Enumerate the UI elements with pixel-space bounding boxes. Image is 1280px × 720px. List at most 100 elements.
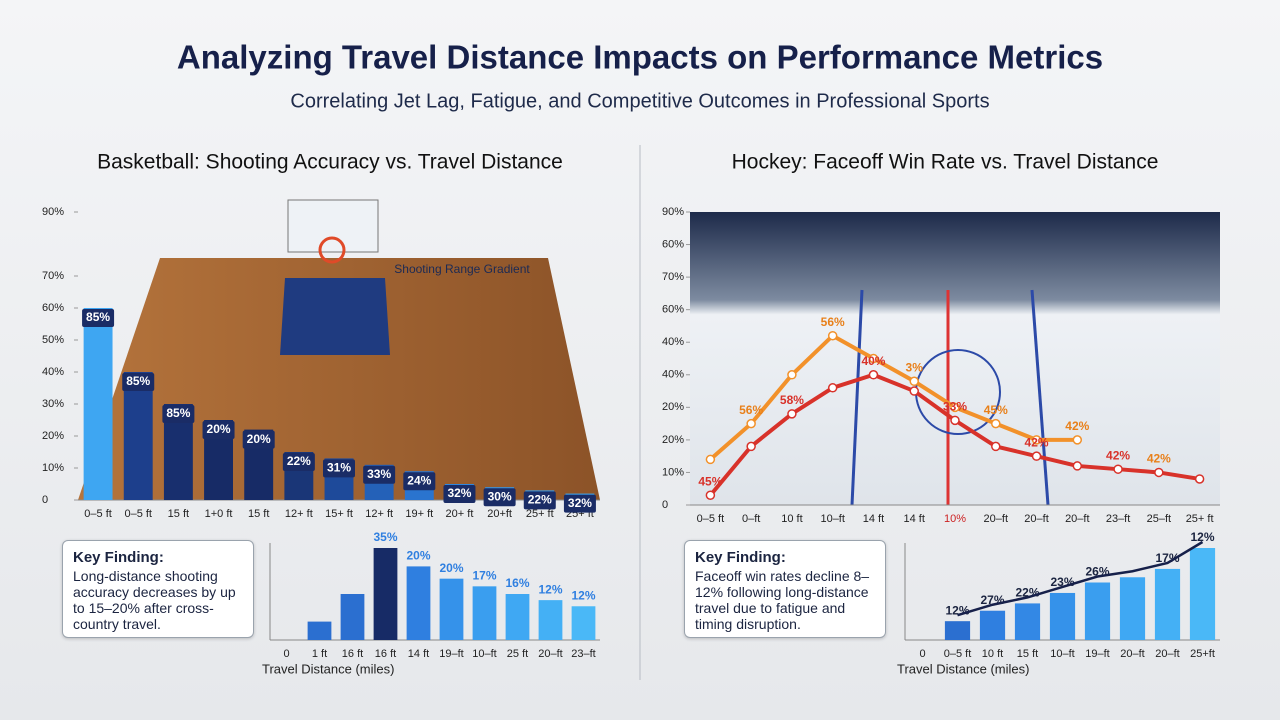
x-tick-label: 14 ft <box>863 513 884 525</box>
key-finding: Key Finding: Long-distance shooting accur… <box>62 540 254 638</box>
annotation: 42% <box>1065 419 1089 433</box>
y-tick-label: 40% <box>662 369 684 381</box>
x-tick-label: 20+ ft <box>446 508 474 520</box>
point <box>868 370 879 380</box>
x-tick-label: 14 ft <box>408 648 429 660</box>
point <box>991 418 1001 429</box>
key-finding-heading: Key Finding: <box>695 549 786 566</box>
bar <box>538 600 563 640</box>
annotation: 20% <box>439 561 463 575</box>
annotation: 35% <box>373 530 397 544</box>
page-subtitle: Correlating Jet Lag, Fatigue, and Compet… <box>290 90 989 112</box>
annotation: 16% <box>505 576 529 590</box>
x-tick-label: 0–5 ft <box>944 648 972 660</box>
x-tick-label: 1+0 ft <box>205 508 233 520</box>
bar <box>1119 577 1146 640</box>
label-box <box>483 488 516 507</box>
y-tick-label: 90% <box>662 206 684 218</box>
label-box <box>242 430 275 449</box>
annotation: 56% <box>739 403 763 417</box>
point <box>909 386 919 396</box>
trend-line <box>957 540 1204 617</box>
bar <box>571 606 596 640</box>
y-tick-label: 0 <box>42 494 48 506</box>
y-tick-label: 60% <box>662 238 684 250</box>
x-tick-label: 20–ft <box>1155 648 1179 660</box>
bar <box>439 578 464 640</box>
annotation: 85% <box>126 374 150 388</box>
annotation: 56% <box>821 315 845 329</box>
x-tick-label: 12+ ft <box>285 508 313 520</box>
point <box>787 370 797 380</box>
bar <box>1154 568 1181 640</box>
point <box>827 383 838 393</box>
label-box <box>363 465 396 484</box>
x-tick-label: 20–ft <box>984 513 1008 525</box>
label-box <box>122 373 155 391</box>
annotation: 42% <box>1106 448 1130 462</box>
key-finding-text: Faceoff win rates decline 8–12% followin… <box>695 568 870 632</box>
x-tick-label: 16 ft <box>342 648 363 660</box>
point <box>1031 435 1042 445</box>
x-tick-label: 0–5 ft <box>124 508 152 520</box>
y-tick-label: 70% <box>42 270 64 282</box>
x-tick-label: 23–ft <box>1106 513 1130 525</box>
bar <box>1084 582 1111 640</box>
x-tick-label: 10 ft <box>781 513 802 525</box>
annotation: 3% <box>906 360 924 374</box>
label-box <box>202 421 235 439</box>
key-finding-text: Long-distance shooting accuracy decrease… <box>73 568 236 632</box>
annotation: 45% <box>698 474 722 488</box>
x-tick-label: 0–5 ft <box>84 508 112 520</box>
x-tick-label: 0–ft <box>742 513 760 525</box>
point <box>950 415 960 426</box>
annotation: 20% <box>207 422 231 436</box>
bar <box>1014 603 1041 640</box>
annotation: 31% <box>327 461 351 475</box>
x-tick-label: 15 ft <box>248 508 269 520</box>
x-tick-label: 15+ ft <box>325 508 353 520</box>
x-tick-label: 10–ft <box>1050 648 1074 660</box>
y-tick-label: 0 <box>662 499 668 511</box>
point <box>991 441 1001 452</box>
key-finding: Key Finding: Faceoff win rates decline 8–… <box>684 540 886 638</box>
annotation: 40% <box>861 354 885 368</box>
x-tick-label: 20+ft <box>487 508 512 520</box>
blue-line <box>1030 289 1050 506</box>
annotation: 12% <box>1190 530 1214 544</box>
label-box <box>563 494 596 513</box>
annotation: 42% <box>1147 452 1171 466</box>
rink <box>690 212 1220 505</box>
y-tick-label: 40% <box>42 366 64 378</box>
point <box>868 353 879 364</box>
annotation: 22% <box>287 454 311 468</box>
x-tick-label: 0 <box>283 648 289 660</box>
x-tick-label: 16 ft <box>375 648 396 660</box>
annotation: 20% <box>247 432 271 446</box>
chart-title: Basketball: Shooting Accuracy vs. Travel… <box>97 151 563 174</box>
y-tick-label: 20% <box>662 401 684 413</box>
bar <box>979 610 1006 640</box>
x-tick-label: 19–ft <box>1085 648 1109 660</box>
bar <box>472 586 497 640</box>
point <box>705 454 716 465</box>
annotation: 20% <box>406 549 430 563</box>
paint <box>280 278 390 355</box>
x-tick-label: 25+ft <box>1190 648 1215 660</box>
x-axis-label: Travel Distance (miles) <box>897 661 1029 676</box>
x-axis-label: Travel Distance (miles) <box>262 661 394 676</box>
label-box <box>323 459 355 478</box>
y-tick-label: 60% <box>662 304 684 316</box>
x-tick-label: 20–ft <box>1120 648 1144 660</box>
point <box>1072 435 1083 445</box>
annotation: 85% <box>166 406 190 420</box>
x-tick-label: 20–ft <box>1065 513 1089 525</box>
bar <box>373 548 398 640</box>
annotation: 17% <box>1155 551 1179 565</box>
y-tick-label: 20% <box>42 430 64 442</box>
x-tick-label: 25 ft <box>507 648 528 660</box>
x-tick-label: 15 ft <box>1017 648 1038 660</box>
y-tick-label: 40% <box>662 336 684 348</box>
x-tick-label: 20–ft <box>1024 513 1048 525</box>
